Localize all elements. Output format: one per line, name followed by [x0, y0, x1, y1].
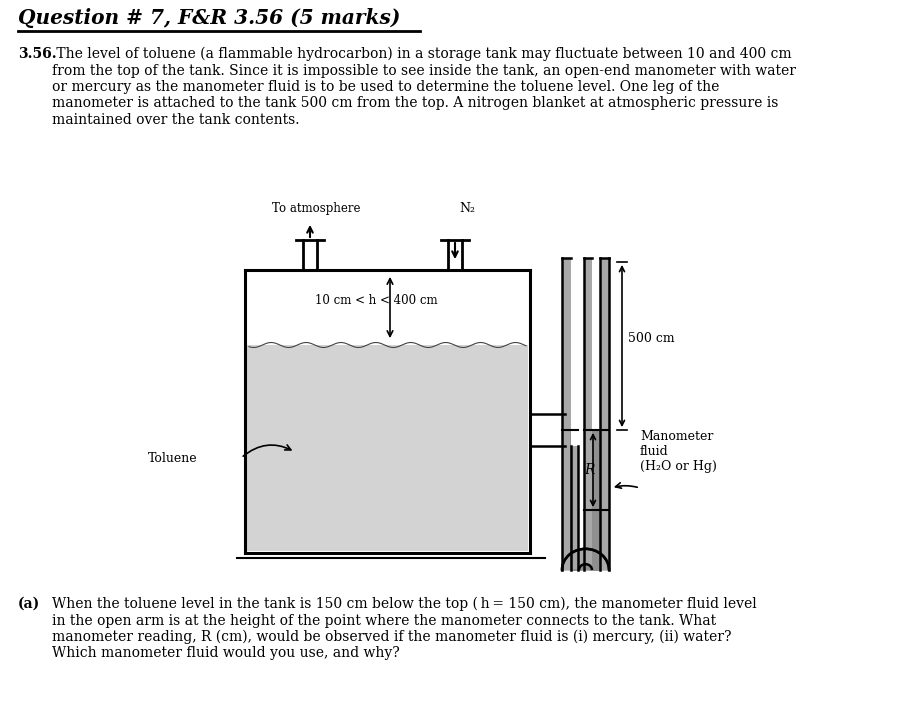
- Text: The level of toluene (a flammable hydrocarbon) in a storage tank may fluctuate b: The level of toluene (a flammable hydroc…: [52, 46, 791, 61]
- Bar: [570, 446, 578, 570]
- Bar: [562, 258, 571, 570]
- Text: Which manometer fluid would you use, and why?: Which manometer fluid would you use, and…: [52, 647, 399, 660]
- Bar: [592, 430, 600, 570]
- Text: (a): (a): [18, 597, 40, 611]
- Text: Question # 7, F&R 3.56 (5 marks): Question # 7, F&R 3.56 (5 marks): [18, 8, 400, 28]
- Text: manometer reading, R (cm), would be observed if the manometer fluid is (i) mercu: manometer reading, R (cm), would be obse…: [52, 630, 732, 644]
- Text: in the open arm is at the height of the point where the manometer connects to th: in the open arm is at the height of the …: [52, 613, 716, 627]
- Text: from the top of the tank. Since it is impossible to see inside the tank, an open: from the top of the tank. Since it is im…: [52, 63, 796, 78]
- Bar: [570, 430, 571, 570]
- Text: 3.56.: 3.56.: [18, 47, 57, 61]
- Bar: [247, 345, 528, 551]
- Bar: [600, 258, 609, 570]
- Text: Manometer
fluid
(H₂O or Hg): Manometer fluid (H₂O or Hg): [640, 430, 717, 473]
- Text: N₂: N₂: [459, 202, 475, 215]
- Text: To atmosphere: To atmosphere: [272, 202, 361, 215]
- Polygon shape: [572, 565, 599, 570]
- Text: maintained over the tank contents.: maintained over the tank contents.: [52, 113, 299, 127]
- Text: R: R: [584, 463, 595, 477]
- Text: manometer is attached to the tank 500 cm from the top. A nitrogen blanket at atm: manometer is attached to the tank 500 cm…: [52, 96, 778, 111]
- Bar: [584, 258, 592, 570]
- Text: Toluene: Toluene: [148, 452, 197, 465]
- Polygon shape: [562, 549, 609, 570]
- Text: or mercury as the manometer fluid is to be used to determine the toluene level. : or mercury as the manometer fluid is to …: [52, 80, 720, 94]
- Text: When the toluene level in the tank is 150 cm below the top ( h = 150 cm), the ma: When the toluene level in the tank is 15…: [52, 597, 756, 611]
- Text: 10 cm < h < 400 cm: 10 cm < h < 400 cm: [315, 294, 438, 307]
- Text: 500 cm: 500 cm: [628, 332, 675, 345]
